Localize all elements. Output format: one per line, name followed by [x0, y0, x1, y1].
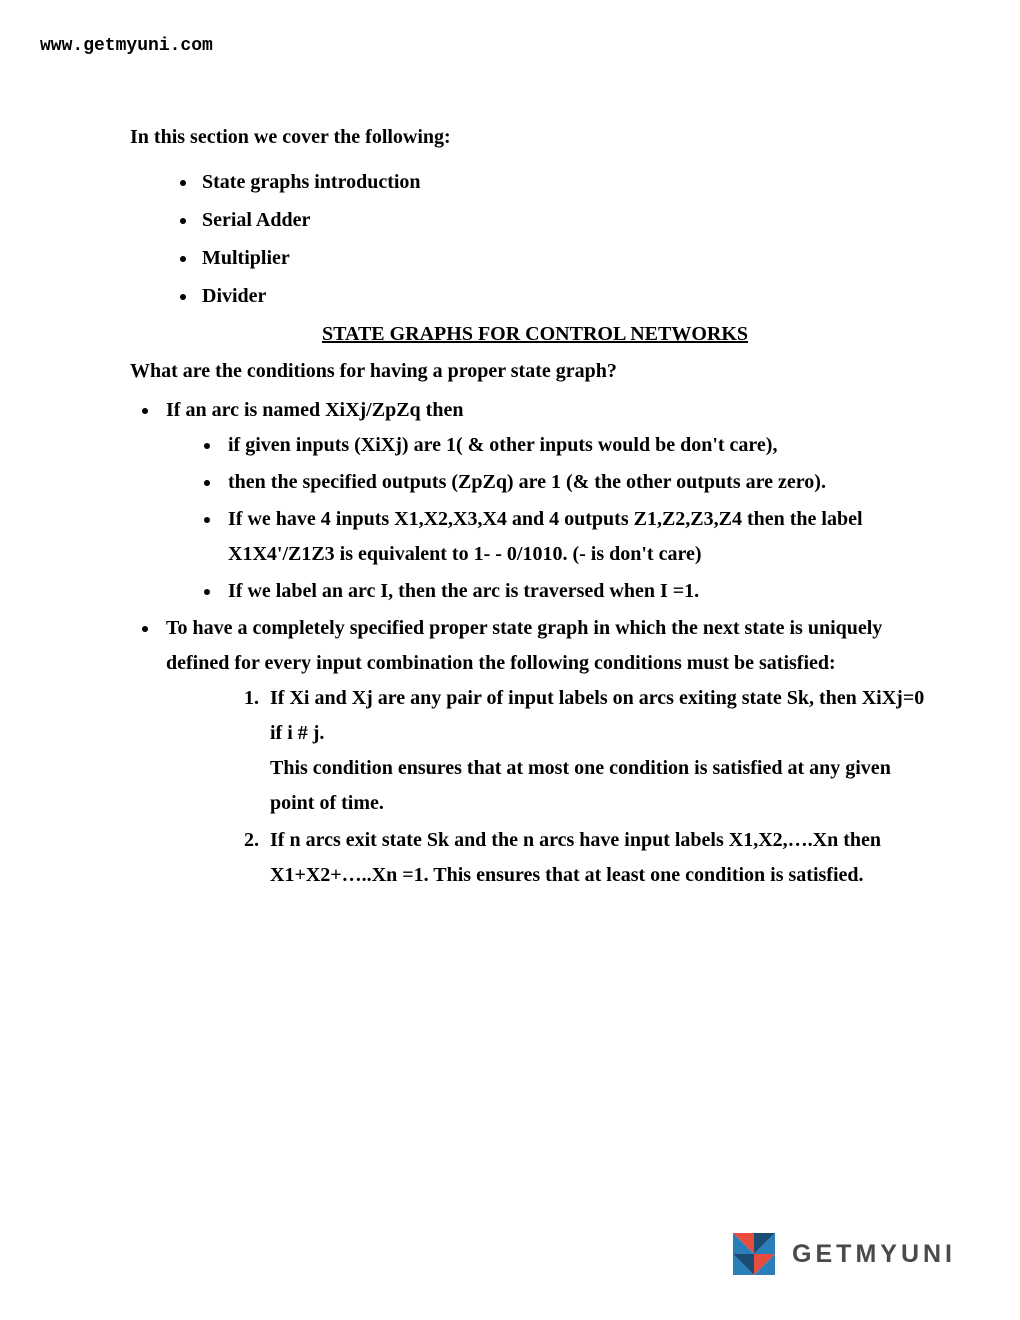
- numbered-list: If Xi and Xj are any pair of input label…: [166, 681, 940, 893]
- list-item: If we label an arc I, then the arc is tr…: [222, 574, 940, 609]
- footer-logo: GETMYUNI: [730, 1230, 956, 1278]
- bullet2-text: To have a completely specified proper st…: [166, 617, 882, 674]
- list-item: To have a completely specified proper st…: [160, 611, 940, 893]
- numbered-line1: If n arcs exit state Sk and the n arcs h…: [270, 823, 940, 893]
- level1-list: If an arc is named XiXj/ZpZq then if giv…: [130, 393, 940, 893]
- list-item: Divider: [198, 277, 940, 315]
- list-item: then the specified outputs (ZpZq) are 1 …: [222, 465, 940, 500]
- list-item: If an arc is named XiXj/ZpZq then if giv…: [160, 393, 940, 609]
- list-item: State graphs introduction: [198, 163, 940, 201]
- content: In this section we cover the following: …: [130, 126, 940, 893]
- question-text: What are the conditions for having a pro…: [130, 360, 940, 383]
- list-item: If n arcs exit state Sk and the n arcs h…: [264, 823, 940, 893]
- bullet1-text: If an arc is named XiXj/ZpZq then: [166, 399, 463, 421]
- site-url: www.getmyuni.com: [40, 36, 960, 56]
- page: www.getmyuni.com In this section we cove…: [0, 0, 1020, 893]
- list-item: Multiplier: [198, 239, 940, 277]
- getmyuni-logo-text: GETMYUNI: [792, 1240, 956, 1269]
- intro-text: In this section we cover the following:: [130, 126, 940, 149]
- numbered-line2: This condition ensures that at most one …: [270, 751, 940, 821]
- list-item: If we have 4 inputs X1,X2,X3,X4 and 4 ou…: [222, 502, 940, 572]
- level2-list: if given inputs (XiXj) are 1( & other in…: [166, 428, 940, 609]
- getmyuni-logo-icon: [730, 1230, 778, 1278]
- numbered-line1: If Xi and Xj are any pair of input label…: [270, 681, 940, 751]
- top-bullets: State graphs introduction Serial Adder M…: [130, 163, 940, 315]
- section-heading: STATE GRAPHS FOR CONTROL NETWORKS: [130, 323, 940, 346]
- list-item: If Xi and Xj are any pair of input label…: [264, 681, 940, 821]
- list-item: Serial Adder: [198, 201, 940, 239]
- list-item: if given inputs (XiXj) are 1( & other in…: [222, 428, 940, 463]
